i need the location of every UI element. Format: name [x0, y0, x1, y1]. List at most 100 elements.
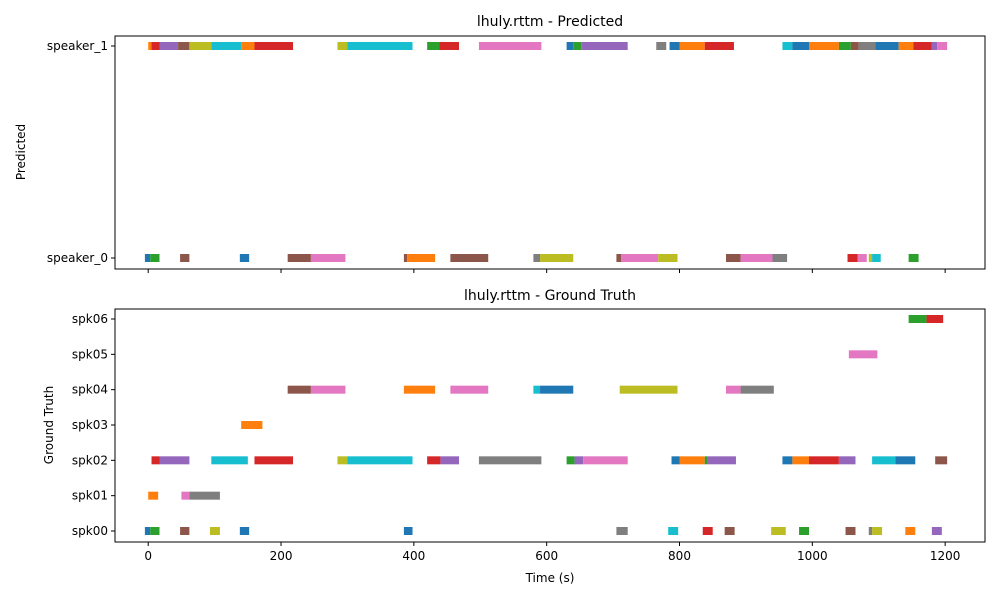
- segment-bar: [241, 42, 255, 50]
- segment-bar: [403, 385, 436, 394]
- segment-bar: [180, 254, 190, 262]
- segment-bar: [704, 42, 734, 50]
- segment-bar: [287, 254, 311, 262]
- segment-bar: [566, 42, 574, 50]
- segment-bar: [254, 456, 293, 465]
- ytick-label: spk01: [72, 489, 108, 503]
- predicted-x-axis: [147, 269, 946, 273]
- segment-bar: [533, 385, 541, 394]
- segment-bar: [671, 456, 680, 465]
- segment-bar: [583, 456, 628, 465]
- segment-bar: [310, 385, 346, 394]
- segment-bar: [581, 42, 628, 50]
- ytick-label: spk06: [72, 312, 108, 326]
- segment-bar: [209, 527, 220, 535]
- xtick-label: 1200: [930, 549, 961, 563]
- segment-bar: [180, 527, 190, 535]
- segment-bar: [848, 350, 878, 359]
- segment-bar: [724, 527, 735, 535]
- segment-bar: [347, 42, 413, 50]
- ground-truth-axes-frame: [114, 308, 986, 543]
- segment-bar: [895, 456, 916, 465]
- segment-bar: [566, 456, 575, 465]
- segment-bar: [574, 456, 584, 465]
- segment-bar: [772, 254, 788, 262]
- segment-bar: [875, 42, 899, 50]
- segment-bar: [403, 527, 413, 535]
- segment-bar: [616, 527, 628, 535]
- segment-bar: [178, 42, 190, 50]
- segment-bar: [148, 42, 152, 50]
- segment-bar: [347, 456, 413, 465]
- predicted-title: lhuly.rttm - Predicted: [477, 14, 623, 30]
- segment-bar: [799, 527, 810, 535]
- segment-bar: [771, 527, 786, 535]
- segment-bar: [872, 527, 883, 535]
- segment-bar: [792, 456, 809, 465]
- predicted-axes-frame: [114, 35, 986, 270]
- segment-bar: [898, 42, 914, 50]
- xtick-label: 400: [402, 549, 425, 563]
- segment-bar: [540, 254, 574, 262]
- segment-bar: [144, 527, 151, 535]
- segment-bar: [937, 42, 948, 50]
- segment-bar: [905, 527, 916, 535]
- ytick-label: spk03: [72, 418, 108, 432]
- ytick-label: spk02: [72, 453, 108, 467]
- segment-bar: [838, 456, 856, 465]
- ytick-label: speaker_1: [47, 39, 108, 53]
- xtick-label: 600: [535, 549, 558, 563]
- segment-bar: [845, 527, 856, 535]
- xtick-label: 200: [270, 549, 293, 563]
- ground-truth-title: lhuly.rttm - Ground Truth: [464, 288, 636, 304]
- ytick-label: spk04: [72, 383, 108, 397]
- ground-truth-xlabel: Time (s): [525, 571, 575, 585]
- segment-bar: [931, 42, 938, 50]
- ytick-label: spk00: [72, 524, 108, 538]
- segment-bar: [926, 315, 944, 323]
- segment-bar: [407, 254, 436, 262]
- segment-bar: [858, 42, 876, 50]
- segment-bar: [931, 527, 942, 535]
- segment-bar: [850, 42, 859, 50]
- segment-bar: [241, 421, 263, 429]
- segment-bar: [725, 254, 741, 262]
- segment-bar: [847, 254, 858, 262]
- segment-bar: [211, 42, 242, 50]
- segment-bar: [287, 385, 311, 394]
- segment-bar: [427, 456, 441, 465]
- ground-truth-segments: [144, 315, 948, 535]
- segment-bar: [159, 456, 190, 465]
- predicted-segments: [144, 42, 948, 262]
- segment-bar: [478, 456, 542, 465]
- xtick-label: 1000: [797, 549, 828, 563]
- segment-bar: [740, 254, 773, 262]
- predicted-ylabel: Predicted: [14, 124, 28, 180]
- segment-bar: [679, 456, 705, 465]
- segment-bar: [211, 456, 248, 465]
- segment-bar: [540, 385, 574, 394]
- segment-bar: [144, 254, 151, 262]
- xtick-label: 800: [668, 549, 691, 563]
- segment-bar: [908, 315, 927, 323]
- segment-bar: [450, 254, 489, 262]
- segment-bar: [656, 42, 667, 50]
- segment-bar: [439, 42, 460, 50]
- segment-bar: [148, 491, 159, 500]
- segment-bar: [857, 254, 867, 262]
- ground-truth-ylabel: Ground Truth: [42, 386, 56, 464]
- segment-bar: [838, 42, 851, 50]
- segment-bar: [725, 385, 741, 394]
- segment-bar: [151, 456, 160, 465]
- segment-bar: [478, 42, 542, 50]
- segment-bar: [254, 42, 293, 50]
- segment-bar: [403, 254, 408, 262]
- segment-bar: [239, 527, 250, 535]
- segment-bar: [669, 42, 680, 50]
- segment-bar: [913, 42, 932, 50]
- segment-bar: [440, 456, 460, 465]
- predicted-panel: lhuly.rttm - Predicted Predicted speaker…: [14, 14, 986, 273]
- segment-bar: [668, 527, 679, 535]
- segment-bar: [872, 254, 881, 262]
